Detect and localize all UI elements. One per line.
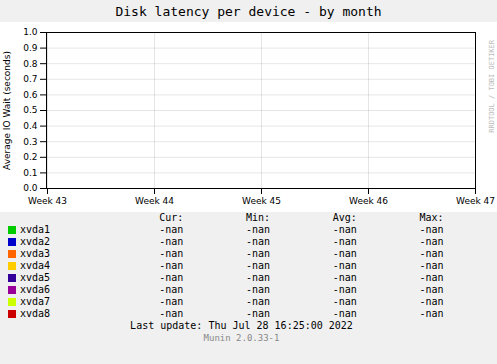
html-text:xvda1: xvda1 <box>20 224 51 235</box>
html-text:-nan: -nan <box>419 236 444 247</box>
html-text:xvda4: xvda4 <box>20 260 51 271</box>
svg-text:0.3: 0.3 <box>23 137 37 147</box>
html-text:Last update: Thu Jul 28 16:25:: Last update: Thu Jul 28 16:25:00 2022 <box>130 320 353 331</box>
html-text:Disk latency per device - by m: Disk latency per device - by month <box>115 4 382 19</box>
html-text:-nan: -nan <box>159 224 184 235</box>
html-text:xvda2: xvda2 <box>20 236 51 247</box>
html-text:-nan: -nan <box>159 284 184 295</box>
svg-text:0.1: 0.1 <box>23 168 37 178</box>
html-text:xvda3: xvda3 <box>20 248 51 259</box>
html-text:-nan: -nan <box>246 236 271 247</box>
svg-text:Week 46: Week 46 <box>349 196 388 206</box>
svg-text:1.0: 1.0 <box>23 27 38 37</box>
html-text:xvda7: xvda7 <box>20 296 51 307</box>
html-text:xvda8: xvda8 <box>20 308 51 319</box>
svg-text:Week 47: Week 47 <box>456 196 495 206</box>
html-text:-nan: -nan <box>419 308 444 319</box>
html-text:Cur:: Cur: <box>159 212 184 223</box>
svg-text:Average IO Wait (seconds): Average IO Wait (seconds) <box>2 51 12 170</box>
html-text:-nan: -nan <box>246 272 271 283</box>
svg-text:Week 43: Week 43 <box>28 196 67 206</box>
html-text:Max:: Max: <box>419 212 444 223</box>
html-text:-nan: -nan <box>159 308 184 319</box>
html-text:-nan: -nan <box>332 284 357 295</box>
html-text:-nan: -nan <box>419 260 444 271</box>
svg-text:0.8: 0.8 <box>23 59 38 69</box>
html-text:-nan: -nan <box>159 296 184 307</box>
html-text:-nan: -nan <box>246 224 271 235</box>
html-text:-nan: -nan <box>419 284 444 295</box>
svg-text:0.5: 0.5 <box>23 105 37 115</box>
html-text:-nan: -nan <box>332 260 357 271</box>
html-text:-nan: -nan <box>419 248 444 259</box>
svg-text:0.0: 0.0 <box>23 183 38 193</box>
html-text:-nan: -nan <box>419 272 444 283</box>
html-text:-nan: -nan <box>246 248 271 259</box>
svg-text:Week 44: Week 44 <box>135 196 174 206</box>
html-text:xvda5: xvda5 <box>20 272 51 283</box>
html-text:Avg:: Avg: <box>332 212 357 223</box>
html-text:-nan: -nan <box>332 308 357 319</box>
html-text:-nan: -nan <box>332 236 357 247</box>
svg-text:0.4: 0.4 <box>23 121 38 131</box>
html-text:-nan: -nan <box>159 260 184 271</box>
svg-text:0.6: 0.6 <box>23 90 38 100</box>
html-text:-nan: -nan <box>332 272 357 283</box>
svg-text:0.2: 0.2 <box>23 152 37 162</box>
html-text:-nan: -nan <box>332 224 357 235</box>
html-text:-nan: -nan <box>419 296 444 307</box>
svg-text:0.7: 0.7 <box>23 74 37 84</box>
html-text:-nan: -nan <box>332 296 357 307</box>
html-text:-nan: -nan <box>332 248 357 259</box>
html-text:xvda6: xvda6 <box>20 284 51 295</box>
html-text:Munin 2.0.33-1: Munin 2.0.33-1 <box>203 333 280 343</box>
html-text:RRDTOOL / TOBI OETIKER: RRDTOOL / TOBI OETIKER <box>488 40 496 133</box>
html-text:-nan: -nan <box>419 224 444 235</box>
html-text:-nan: -nan <box>246 296 271 307</box>
html-text:-nan: -nan <box>246 260 271 271</box>
html-text:-nan: -nan <box>159 248 184 259</box>
svg-text:0.9: 0.9 <box>23 43 38 53</box>
html-text:-nan: -nan <box>159 272 184 283</box>
html-text:Min:: Min: <box>246 212 271 223</box>
html-text:-nan: -nan <box>159 236 184 247</box>
html-text:-nan: -nan <box>246 284 271 295</box>
html-text:-nan: -nan <box>246 308 271 319</box>
svg-text:Week 45: Week 45 <box>242 196 281 206</box>
